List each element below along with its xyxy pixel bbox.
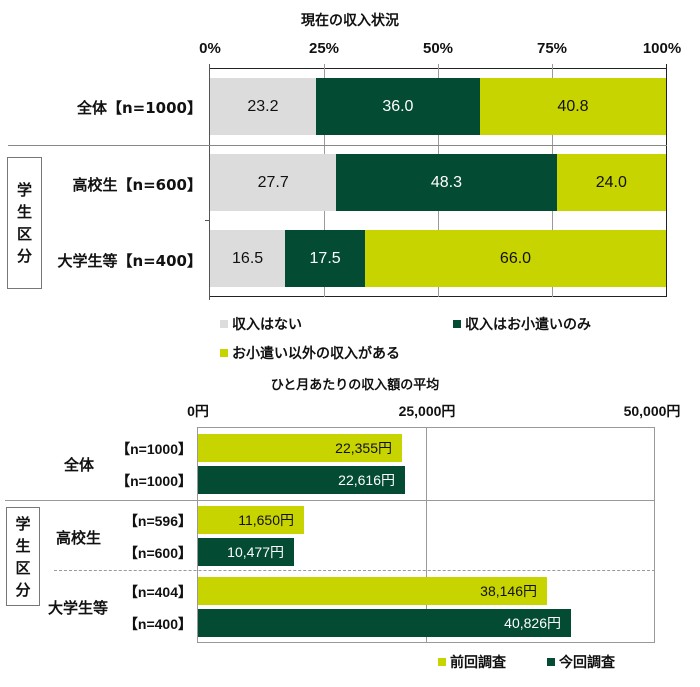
n-label: 【n=400】 [123, 616, 192, 632]
segment-none: 23.2 [210, 78, 316, 135]
legend-label: 収入はお小遣いのみ [465, 317, 591, 333]
chart1-tick-75: 75% [536, 40, 568, 57]
legend-swatch-icon [547, 658, 555, 666]
chart2-right-border [654, 427, 655, 643]
group-char: 分 [16, 247, 32, 265]
bar-all-current: 22,616円 [198, 466, 405, 494]
segment-allowance: 36.0 [315, 78, 480, 135]
legend-swatch-icon [220, 349, 228, 357]
chart2-tick-50000: 50,000円 [623, 403, 681, 419]
group-char: 生 [16, 203, 32, 221]
legend-label: 今回調査 [559, 655, 615, 671]
chart1-tick-0: 0% [199, 40, 221, 57]
chart1-bar-high-school: 27.7 48.3 24.0 [210, 154, 666, 211]
chart2-subgroup-separator [54, 570, 655, 571]
chart2-tick-25000: 25,000円 [398, 403, 456, 419]
legend-swatch-icon [438, 658, 446, 666]
chart1-legend-allowance: 収入はお小遣いのみ [453, 314, 591, 334]
segment-none: 16.5 [210, 230, 286, 287]
n-label: 【n=1000】 [116, 441, 192, 457]
chart2-group-label-all: 全体 [64, 456, 95, 474]
chart2-legend-previous: 前回調査 [438, 652, 506, 672]
chart1-right-axis [666, 64, 667, 297]
group-char: 分 [15, 580, 31, 599]
legend-label: 前回調査 [450, 655, 506, 671]
chart2-group-label-university: 大学生等 [48, 599, 109, 617]
chart1-tick-mark [205, 220, 210, 221]
chart1-bar-university: 16.5 17.5 66.0 [210, 230, 666, 287]
segment-other: 40.8 [480, 78, 666, 135]
chart1-student-group-box: 学 生 区 分 [7, 157, 42, 289]
n-label: 【n=600】 [123, 545, 192, 561]
legend-swatch-icon [453, 320, 461, 328]
chart1-tick-50: 50% [422, 40, 454, 57]
chart2-legend-current: 今回調査 [547, 652, 615, 672]
legend-label: 収入はない [232, 317, 302, 333]
n-label: 【n=404】 [123, 584, 192, 600]
chart2-left-border [197, 427, 198, 643]
segment-none: 27.7 [210, 154, 337, 211]
group-char: 区 [16, 225, 32, 243]
chart2-grid-25000 [426, 427, 427, 643]
bar-university-current: 40,826円 [198, 609, 571, 637]
group-char: 学 [15, 514, 31, 533]
bar-high-school-previous: 11,650円 [198, 506, 304, 534]
group-char: 区 [15, 558, 31, 577]
segment-allowance: 48.3 [336, 154, 557, 211]
segment-allowance: 17.5 [285, 230, 365, 287]
chart1-row-label-high-school: 高校生【n=600】 [72, 176, 202, 194]
chart1-group-separator [8, 145, 667, 146]
chart1-tick-25: 25% [308, 40, 340, 57]
legend-label: お小遣い以外の収入がある [232, 346, 400, 362]
chart1-legend-other: お小遣い以外の収入がある [220, 343, 400, 363]
chart2-group-label-high-school: 高校生 [56, 529, 102, 547]
bar-university-previous: 38,146円 [198, 577, 547, 605]
chart1-row-label-all: 全体【n=1000】 [77, 99, 202, 117]
n-label: 【n=596】 [123, 513, 192, 529]
chart1-left-axis [209, 64, 210, 300]
legend-swatch-icon [220, 320, 228, 328]
chart1-row-label-university: 大学生等【n=400】 [57, 252, 202, 270]
segment-other: 24.0 [556, 154, 666, 211]
n-label: 【n=1000】 [116, 473, 192, 489]
group-char: 学 [16, 181, 32, 199]
chart1-bar-all: 23.2 36.0 40.8 [210, 78, 666, 135]
chart2-student-group-box: 学 生 区 分 [6, 507, 40, 606]
chart2-tick-0: 0円 [187, 403, 209, 419]
chart1-legend-none: 収入はない [220, 314, 302, 334]
bar-all-previous: 22,355円 [198, 434, 402, 462]
chart2-group-separator [5, 500, 655, 501]
chart2-title: ひと月あたりの収入額の平均 [270, 378, 440, 393]
group-char: 生 [15, 536, 31, 555]
chart1-title: 現在の収入状況 [301, 13, 399, 29]
chart1-tick-100: 100% [642, 40, 682, 57]
bar-high-school-current: 10,477円 [198, 538, 294, 566]
segment-other: 66.0 [365, 230, 666, 287]
